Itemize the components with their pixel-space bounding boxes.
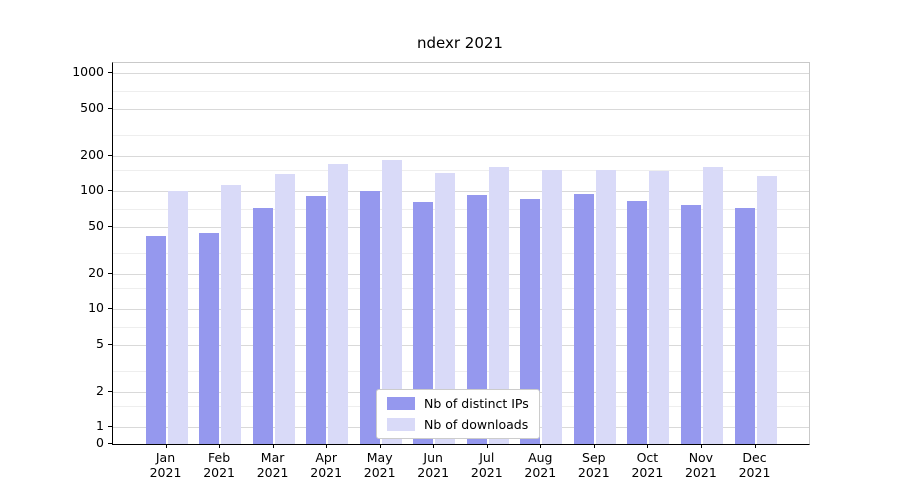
y-tick-label: 100 [80, 182, 104, 197]
x-tick-label: Nov 2021 [666, 450, 736, 480]
legend-entry-distinct-ips: Nb of distinct IPs [387, 396, 529, 411]
x-tick-label: Sep 2021 [559, 450, 629, 480]
bar-downloads-nov [702, 166, 723, 444]
legend-entry-downloads: Nb of downloads [387, 417, 529, 432]
x-tick-month: Jul [479, 450, 495, 465]
x-tick-year: 2021 [524, 465, 557, 480]
x-tick-month: Aug [528, 450, 553, 465]
bar-downloads-mar [274, 173, 295, 444]
x-tick-year: 2021 [417, 465, 450, 480]
x-tick-year: 2021 [684, 465, 717, 480]
y-tick-label: 1 [96, 418, 104, 433]
bar-downloads-oct [649, 170, 670, 444]
plot-area [112, 62, 810, 445]
y-tick-label: 0 [96, 435, 104, 450]
bar-distinct-ips-aug [520, 198, 541, 444]
x-tick-year: 2021 [577, 465, 610, 480]
legend-swatch-distinct-ips [387, 397, 415, 410]
chart-title: ndexr 2021 [417, 34, 503, 52]
bar-distinct-ips-jul [466, 195, 487, 444]
minor-gridline [113, 370, 809, 372]
minor-gridline [113, 288, 809, 290]
gridline [113, 155, 809, 157]
x-tick-label: Dec 2021 [720, 450, 790, 480]
bar-downloads-jul [488, 166, 509, 444]
x-tick-label: Mar 2021 [238, 450, 308, 480]
x-tick-year: 2021 [203, 465, 235, 480]
minor-gridline [113, 252, 809, 254]
x-tick-month: Feb [208, 450, 231, 465]
minor-gridline [113, 91, 809, 93]
x-tick-month: Mar [260, 450, 285, 465]
legend-label-downloads: Nb of downloads [424, 417, 529, 432]
bar-downloads-feb [221, 185, 242, 444]
x-tick-month: Sep [582, 450, 606, 465]
x-tick-month: Nov [688, 450, 714, 465]
bar-distinct-ips-may [359, 191, 380, 444]
x-tick-label: Jan 2021 [131, 450, 201, 480]
bar-downloads-dec [756, 175, 777, 444]
bar-distinct-ips-feb [199, 233, 220, 444]
bar-downloads-jun [435, 173, 456, 444]
gridline [113, 108, 809, 110]
x-tick-label: Jun 2021 [398, 450, 468, 480]
x-tick-label: Jul 2021 [452, 450, 522, 480]
gridline [113, 273, 809, 275]
x-tick-label: May 2021 [345, 450, 415, 480]
x-tick-year: 2021 [310, 465, 343, 480]
minor-gridline [113, 134, 809, 136]
x-tick-month: Jun [423, 450, 443, 465]
x-tick-month: Apr [315, 450, 337, 465]
y-tick-label: 2 [96, 382, 104, 398]
x-tick-label: Feb 2021 [184, 450, 254, 480]
bar-distinct-ips-jun [413, 202, 434, 444]
x-tick-label: Apr 2021 [291, 450, 361, 480]
bar-distinct-ips-dec [734, 207, 755, 444]
minor-gridline [113, 209, 809, 211]
y-tick-label: 5 [96, 335, 104, 351]
x-tick-year: 2021 [256, 465, 289, 480]
x-tick-month: Oct [636, 450, 659, 465]
y-tick-label: 10 [88, 300, 104, 315]
gridline [113, 191, 809, 192]
minor-gridline [113, 327, 809, 329]
bar-downloads-aug [542, 169, 563, 444]
gridline [113, 309, 809, 310]
bar-distinct-ips-apr [306, 196, 327, 444]
bar-distinct-ips-mar [252, 207, 273, 444]
x-tick-year: 2021 [631, 465, 664, 480]
bar-distinct-ips-nov [680, 205, 701, 444]
bar-downloads-may [381, 160, 402, 444]
bar-downloads-sep [595, 170, 616, 444]
x-tick-month: Dec [742, 450, 767, 465]
x-tick-label: Oct 2021 [612, 450, 682, 480]
x-tick-year: 2021 [470, 465, 503, 480]
legend-label-distinct-ips: Nb of distinct IPs [424, 396, 529, 411]
bar-distinct-ips-jan [145, 235, 166, 444]
legend-swatch-downloads [387, 418, 415, 431]
x-tick-year: 2021 [738, 465, 771, 480]
y-tick-label: 50 [88, 217, 104, 233]
x-tick-month: May [366, 450, 393, 465]
gridline [113, 226, 809, 228]
gridline [113, 344, 809, 346]
bar-downloads-jan [167, 191, 188, 444]
x-tick-year: 2021 [149, 465, 182, 480]
y-tick-label: 200 [80, 146, 104, 162]
legend: Nb of distinct IPs Nb of downloads [376, 389, 540, 439]
bar-distinct-ips-oct [627, 200, 648, 444]
gridline [113, 73, 809, 74]
x-tick-label: Aug 2021 [505, 450, 575, 480]
y-tick-label: 500 [80, 99, 104, 115]
bar-downloads-apr [328, 164, 349, 444]
y-tick-label: 1000 [72, 64, 104, 79]
minor-gridline [113, 170, 809, 172]
x-tick-month: Jan [155, 450, 176, 465]
y-tick-label: 20 [88, 264, 104, 280]
x-tick-year: 2021 [363, 465, 396, 480]
bar-distinct-ips-sep [573, 193, 594, 444]
